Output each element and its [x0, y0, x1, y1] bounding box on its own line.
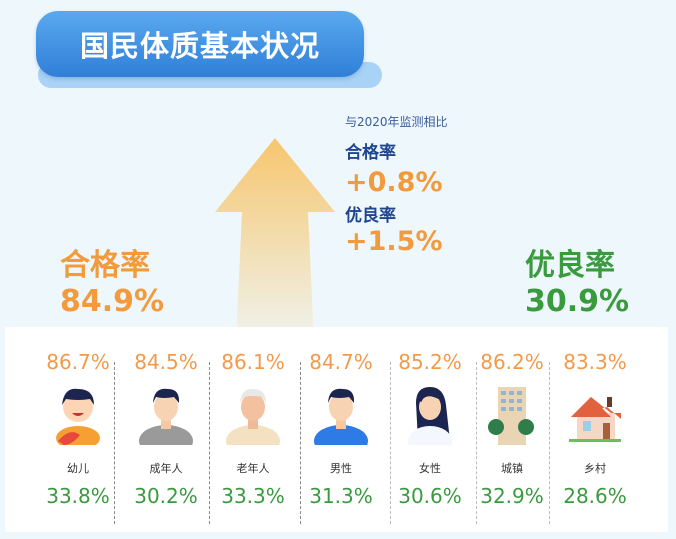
comparison-panel: 与2020年监测相比 合格率 +0.8% 优良率 +1.5%	[345, 113, 448, 258]
groups-card: 86.7% 幼儿 33.8% 84.5% 成年人 30.2% 86.1% 老年人 3…	[5, 327, 668, 532]
overall-excellent-value: 30.9%	[525, 284, 630, 319]
house-icon	[569, 397, 621, 442]
comparison-subtitle: 与2020年监测相比	[345, 115, 448, 129]
page-title: 国民体质基本状况	[36, 11, 364, 77]
divider	[549, 362, 550, 524]
overall-pass-value: 84.9%	[60, 284, 165, 319]
group-name: 乡村	[584, 462, 606, 475]
group-name: 女性	[419, 462, 441, 475]
group-excellent-rate: 33.8%	[46, 484, 110, 508]
divider	[476, 362, 477, 524]
group-name: 城镇	[501, 462, 523, 475]
group-pass-rate: 86.2%	[480, 350, 544, 374]
female-icon	[408, 387, 452, 445]
building-icon	[488, 387, 534, 445]
group-name: 男性	[330, 462, 352, 475]
male-icon	[314, 388, 368, 445]
overall-pass-label: 合格率	[60, 248, 150, 283]
up-arrow-icon	[215, 138, 335, 363]
group-excellent-rate: 31.3%	[309, 484, 373, 508]
comparison-pass-label: 合格率	[345, 143, 396, 163]
comparison-pass-change: +0.8%	[345, 167, 443, 198]
group-name: 老年人	[236, 462, 270, 475]
elderly-icon	[226, 388, 280, 445]
group-pass-rate: 86.1%	[221, 350, 285, 374]
group-pass-rate: 84.7%	[309, 350, 373, 374]
divider	[209, 362, 210, 524]
group-pass-rate: 85.2%	[398, 350, 462, 374]
group-pass-rate: 86.7%	[46, 350, 110, 374]
group-excellent-rate: 30.6%	[398, 484, 462, 508]
adult-icon	[139, 388, 193, 445]
group-name: 成年人	[149, 462, 183, 475]
divider	[390, 362, 391, 524]
comparison-excellent-change: +1.5%	[345, 226, 443, 257]
overall-excellent-label: 优良率	[525, 248, 615, 283]
group-excellent-rate: 32.9%	[480, 484, 544, 508]
group-excellent-rate: 33.3%	[221, 484, 285, 508]
comparison-excellent-label: 优良率	[345, 206, 396, 226]
child-icon	[56, 388, 100, 445]
group-name: 幼儿	[67, 462, 89, 475]
divider	[114, 362, 115, 524]
group-pass-rate: 84.5%	[134, 350, 198, 374]
divider	[300, 362, 301, 524]
group-pass-rate: 83.3%	[563, 350, 627, 374]
group-excellent-rate: 30.2%	[134, 484, 198, 508]
group-excellent-rate: 28.6%	[563, 484, 627, 508]
